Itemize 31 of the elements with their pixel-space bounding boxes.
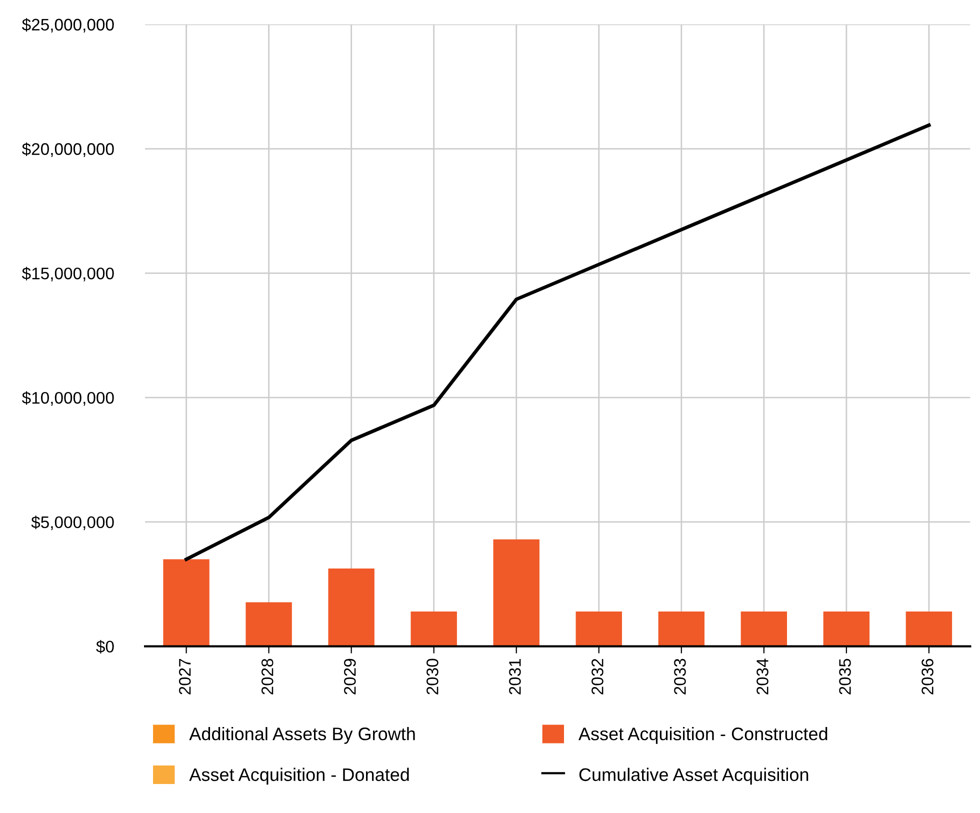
x-tick-label: 2031 bbox=[509, 658, 521, 694]
x-tick-label: 2030 bbox=[426, 658, 438, 694]
x-tick-label: 2027 bbox=[178, 658, 191, 694]
bar bbox=[576, 612, 622, 646]
line-series bbox=[184, 123, 931, 561]
bar bbox=[658, 612, 704, 646]
legend-label: Asset Acquisition - Donated bbox=[189, 768, 409, 785]
x-tick-label: 2029 bbox=[344, 658, 356, 694]
bar bbox=[163, 559, 210, 646]
bar bbox=[740, 612, 788, 646]
x-tick-label: 2028 bbox=[261, 658, 274, 694]
y-tick-label: $5,000,000 bbox=[31, 516, 114, 530]
y-tick-label: $15,000,000 bbox=[22, 266, 114, 282]
x-tick-label: 2032 bbox=[592, 658, 604, 694]
y-tick-label: $10,000,000 bbox=[22, 391, 114, 406]
x-tick-label: 2035 bbox=[839, 658, 851, 694]
legend-label: Asset Acquisition - Constructed bbox=[578, 727, 828, 744]
legend-label: Cumulative Asset Acquisition bbox=[579, 768, 808, 785]
x-tick-label: 2033 bbox=[674, 658, 686, 694]
y-tick-label: $25,000,000 bbox=[22, 18, 114, 33]
bar bbox=[328, 568, 374, 646]
y-tick-label: $20,000,000 bbox=[22, 142, 114, 157]
x-tick-label: 2034 bbox=[756, 658, 768, 694]
legend-label: Additional Assets By Growth bbox=[189, 727, 415, 744]
y-tick-label: $0 bbox=[96, 640, 114, 654]
bar bbox=[493, 539, 540, 646]
bar bbox=[410, 612, 457, 646]
bar bbox=[906, 612, 952, 646]
bar bbox=[823, 612, 870, 646]
x-tick-label: 2036 bbox=[922, 658, 934, 694]
bar bbox=[246, 602, 292, 646]
